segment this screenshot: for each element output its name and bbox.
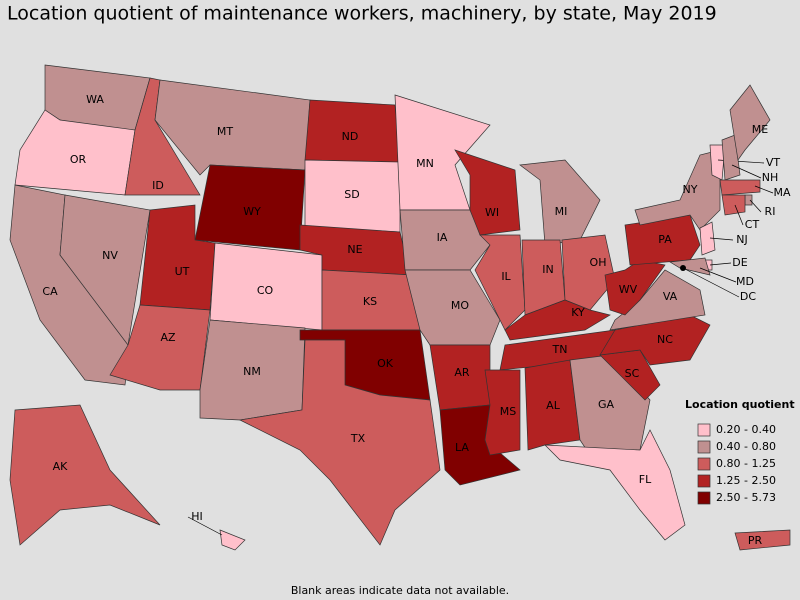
state-label: ID [152, 179, 164, 192]
state-label: IN [542, 263, 553, 276]
legend-label: 0.20 - 0.40 [716, 423, 776, 436]
state-label: IA [437, 231, 448, 244]
state-label: HI [191, 510, 203, 523]
state [744, 194, 753, 206]
state-label: MD [736, 275, 754, 288]
state [734, 529, 791, 551]
state-label: MA [773, 186, 790, 199]
state [9, 404, 161, 546]
state-label: CA [42, 285, 58, 298]
state-label: FL [639, 473, 652, 486]
state-label: NE [347, 243, 362, 256]
state-label: WY [243, 205, 261, 218]
legend-label: 1.25 - 2.50 [716, 474, 776, 487]
state-label: GA [598, 398, 615, 411]
state-label: TX [350, 432, 366, 445]
legend-swatch [697, 474, 711, 488]
state-label: VA [663, 290, 678, 303]
state-label: OH [590, 256, 607, 269]
state-label: CT [745, 218, 760, 231]
state-label: DE [732, 256, 747, 269]
state [634, 149, 721, 231]
state-label: AZ [160, 331, 176, 344]
legend-label: 0.80 - 1.25 [716, 457, 776, 470]
state-label: ME [752, 123, 768, 136]
state-label: MN [416, 157, 434, 170]
state-label: PR [748, 534, 763, 547]
state-label: SD [344, 188, 359, 201]
state-label: AK [53, 460, 69, 473]
state-label: NY [683, 183, 698, 196]
state [699, 221, 716, 256]
state [561, 234, 616, 311]
leader-line [699, 267, 737, 283]
leader-line [187, 516, 223, 536]
state [238, 339, 441, 546]
state-label: IL [501, 270, 511, 283]
state-label: AL [546, 399, 561, 412]
state [544, 429, 686, 541]
state [474, 234, 526, 331]
state [721, 194, 746, 216]
state-label: KS [363, 295, 377, 308]
state-label: RI [765, 205, 776, 218]
leader-line [749, 199, 762, 213]
state-label: DC [740, 290, 756, 303]
state-label: WI [485, 206, 499, 219]
footnote: Blank areas indicate data not available. [291, 584, 509, 597]
state-label: WA [86, 93, 104, 106]
state-label: CO [257, 284, 274, 297]
legend-label: 2.50 - 5.73 [716, 491, 776, 504]
state-label: NC [657, 333, 673, 346]
state-label: WV [619, 283, 638, 296]
state-label: UT [175, 265, 190, 278]
state-label: VT [766, 156, 781, 169]
state [394, 94, 491, 211]
state-label: KY [571, 306, 585, 319]
state-label: NH [762, 171, 779, 184]
state [484, 369, 521, 456]
state [219, 529, 246, 551]
legend-label: 0.40 - 0.80 [716, 440, 776, 453]
state-label: NM [243, 365, 261, 378]
state [524, 359, 581, 451]
state-label: MI [555, 205, 568, 218]
state [504, 299, 611, 341]
state-label: MS [500, 405, 516, 418]
leader-line [709, 262, 732, 266]
state-label: SC [625, 367, 640, 380]
map-title: Location quotient of maintenance workers… [7, 3, 717, 25]
state-label: OK [377, 357, 394, 370]
state-label: MO [451, 299, 469, 312]
state-label: PA [658, 233, 672, 246]
legend-title: Location quotient [685, 398, 795, 411]
state [109, 304, 211, 391]
state-label: OR [70, 153, 87, 166]
state-label: NV [102, 249, 118, 262]
state-label: NJ [736, 233, 747, 246]
leader-line [754, 185, 774, 194]
legend-swatch [697, 491, 711, 505]
state [719, 179, 761, 196]
legend-swatch [697, 423, 711, 437]
leader-line [731, 164, 762, 179]
leader-line [734, 204, 744, 226]
state-label: MT [217, 125, 233, 138]
legend-swatch [697, 440, 711, 454]
legend-swatch [697, 457, 711, 471]
state-label: AR [454, 366, 470, 379]
state [399, 209, 491, 271]
state [729, 84, 771, 161]
state-label: LA [455, 441, 469, 454]
leader-line [682, 267, 740, 298]
state-label: ND [342, 130, 359, 143]
state-label: TN [552, 343, 568, 356]
leader-line [709, 237, 734, 241]
state [668, 257, 711, 276]
